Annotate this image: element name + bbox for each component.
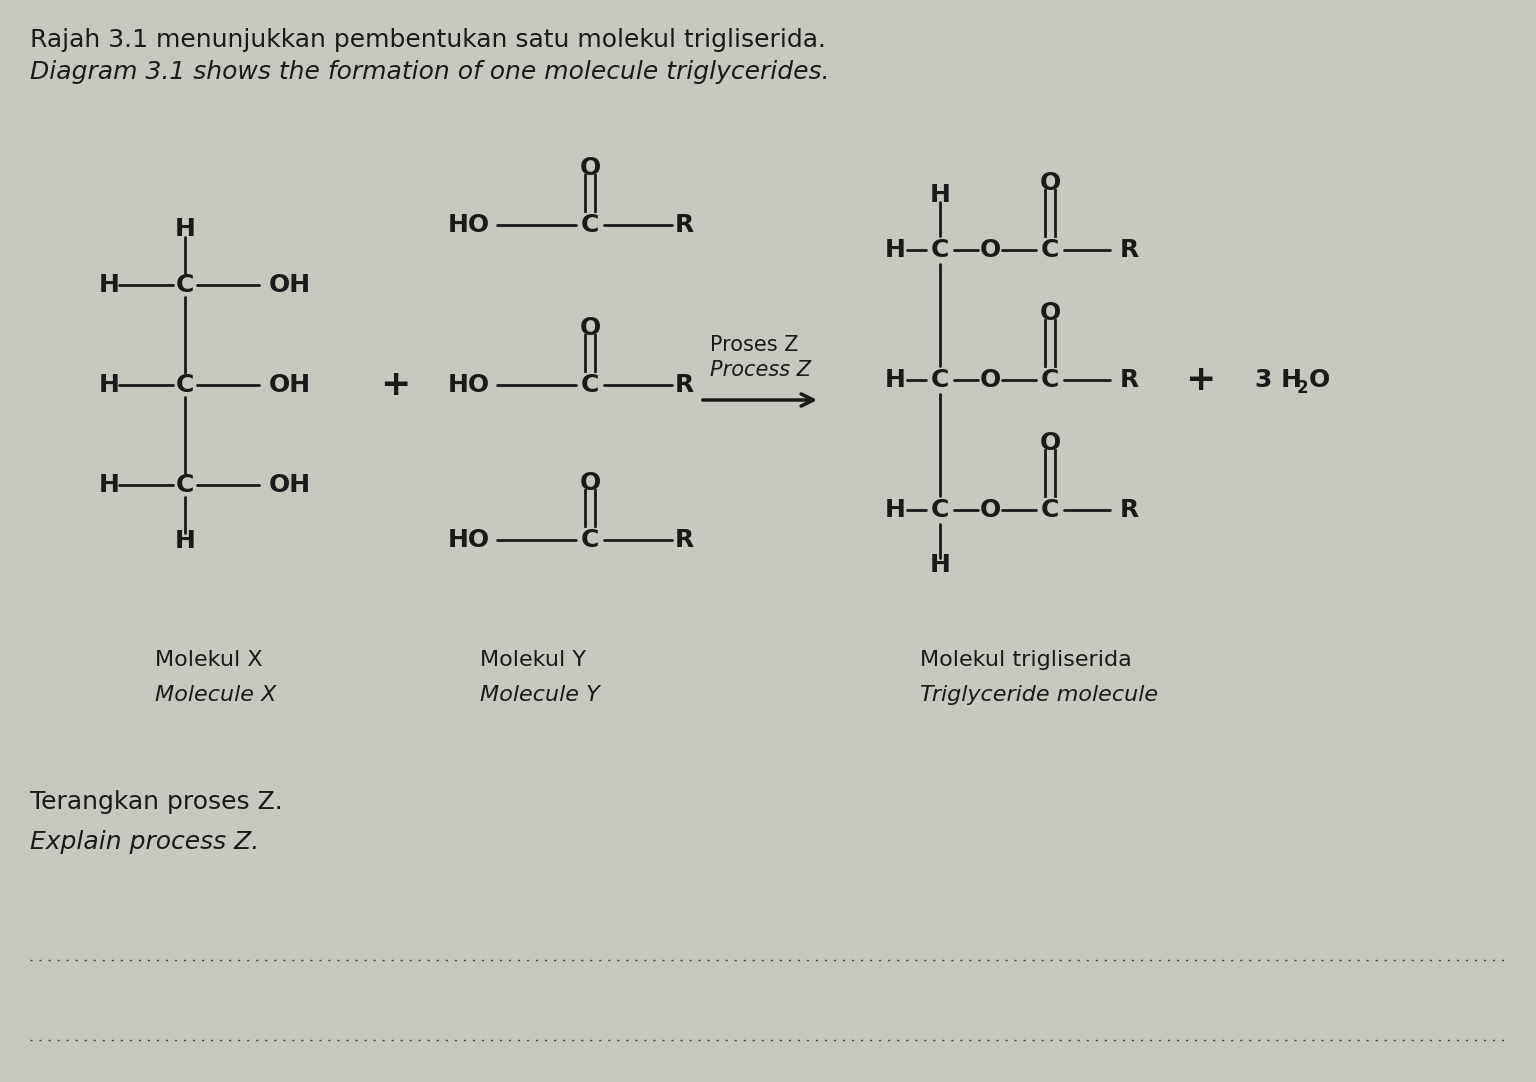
Text: H: H [885,368,905,392]
Text: 3 H: 3 H [1255,368,1303,392]
Text: OH: OH [269,373,312,397]
Text: O: O [579,316,601,340]
Text: +: + [379,368,410,403]
Text: O: O [980,368,1000,392]
Text: C: C [175,473,194,497]
Text: H: H [929,553,951,577]
Text: Molecule X: Molecule X [155,685,276,705]
Text: H: H [929,183,951,207]
Text: H: H [98,273,120,296]
Text: O: O [980,238,1000,262]
Text: H: H [885,498,905,522]
Text: OH: OH [269,273,312,296]
Text: C: C [931,238,949,262]
Text: Molekul X: Molekul X [155,650,263,670]
Text: C: C [931,368,949,392]
Text: O: O [1040,301,1061,325]
Text: Triglyceride molecule: Triglyceride molecule [920,685,1158,705]
Text: C: C [1041,368,1060,392]
Text: R: R [674,373,694,397]
Text: R: R [1120,238,1140,262]
Text: OH: OH [269,473,312,497]
Text: H: H [98,473,120,497]
Text: Explain process Z.: Explain process Z. [31,830,260,854]
Text: O: O [579,471,601,494]
Text: Proses Z: Proses Z [710,335,799,355]
Text: HO: HO [449,528,490,552]
Text: C: C [581,373,599,397]
Text: C: C [1041,498,1060,522]
Text: R: R [1120,368,1140,392]
Text: O: O [1040,171,1061,195]
Text: Process Z: Process Z [710,360,811,380]
Text: HO: HO [449,373,490,397]
Text: O: O [1309,368,1330,392]
Text: Diagram 3.1 shows the formation of one molecule triglycerides.: Diagram 3.1 shows the formation of one m… [31,60,829,84]
Text: 2: 2 [1296,379,1309,397]
Text: R: R [1120,498,1140,522]
Text: Molekul trigliserida: Molekul trigliserida [920,650,1132,670]
Text: O: O [980,498,1000,522]
Text: O: O [1040,431,1061,456]
Text: H: H [885,238,905,262]
Text: R: R [674,213,694,237]
Text: C: C [581,213,599,237]
Text: C: C [1041,238,1060,262]
Text: O: O [579,156,601,180]
Text: H: H [98,373,120,397]
Text: +: + [1184,362,1215,397]
Text: R: R [674,528,694,552]
Text: Molekul Y: Molekul Y [479,650,587,670]
Text: Terangkan proses Z.: Terangkan proses Z. [31,790,283,814]
Text: HO: HO [449,213,490,237]
Text: H: H [175,217,195,241]
Text: Rajah 3.1 menunjukkan pembentukan satu molekul trigliserida.: Rajah 3.1 menunjukkan pembentukan satu m… [31,28,826,52]
Text: Molecule Y: Molecule Y [479,685,599,705]
Text: H: H [175,529,195,553]
Text: C: C [931,498,949,522]
Text: C: C [175,373,194,397]
Text: C: C [581,528,599,552]
Text: C: C [175,273,194,296]
